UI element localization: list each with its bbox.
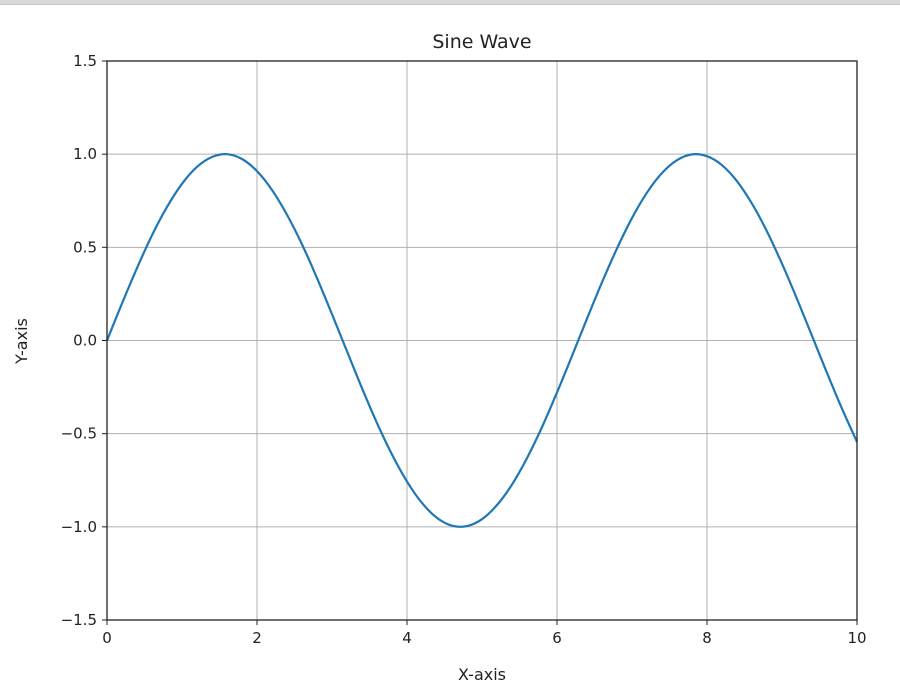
y-tick-label: −1.0 [61, 518, 97, 536]
y-tick-label: 1.0 [73, 145, 97, 163]
x-tick-label: 6 [552, 629, 562, 647]
y-tick-label: −1.5 [61, 611, 97, 629]
x-tick-label: 0 [102, 629, 112, 647]
x-tick-label: 8 [702, 629, 712, 647]
sine-series-line [105, 153, 859, 528]
y-tick-label: 0.5 [73, 238, 97, 256]
y-axis-label: Y-axis [12, 318, 31, 365]
y-tick-label: 1.5 [73, 52, 97, 70]
y-tick-label: −0.5 [61, 425, 97, 443]
x-tick-label: 10 [847, 629, 866, 647]
y-tick-label: 0.0 [73, 332, 97, 350]
window-top-border [0, 0, 900, 5]
x-tick-label: 2 [252, 629, 262, 647]
x-tick-label: 4 [402, 629, 412, 647]
chart-title: Sine Wave [432, 31, 531, 53]
x-axis-label: X-axis [458, 665, 506, 684]
